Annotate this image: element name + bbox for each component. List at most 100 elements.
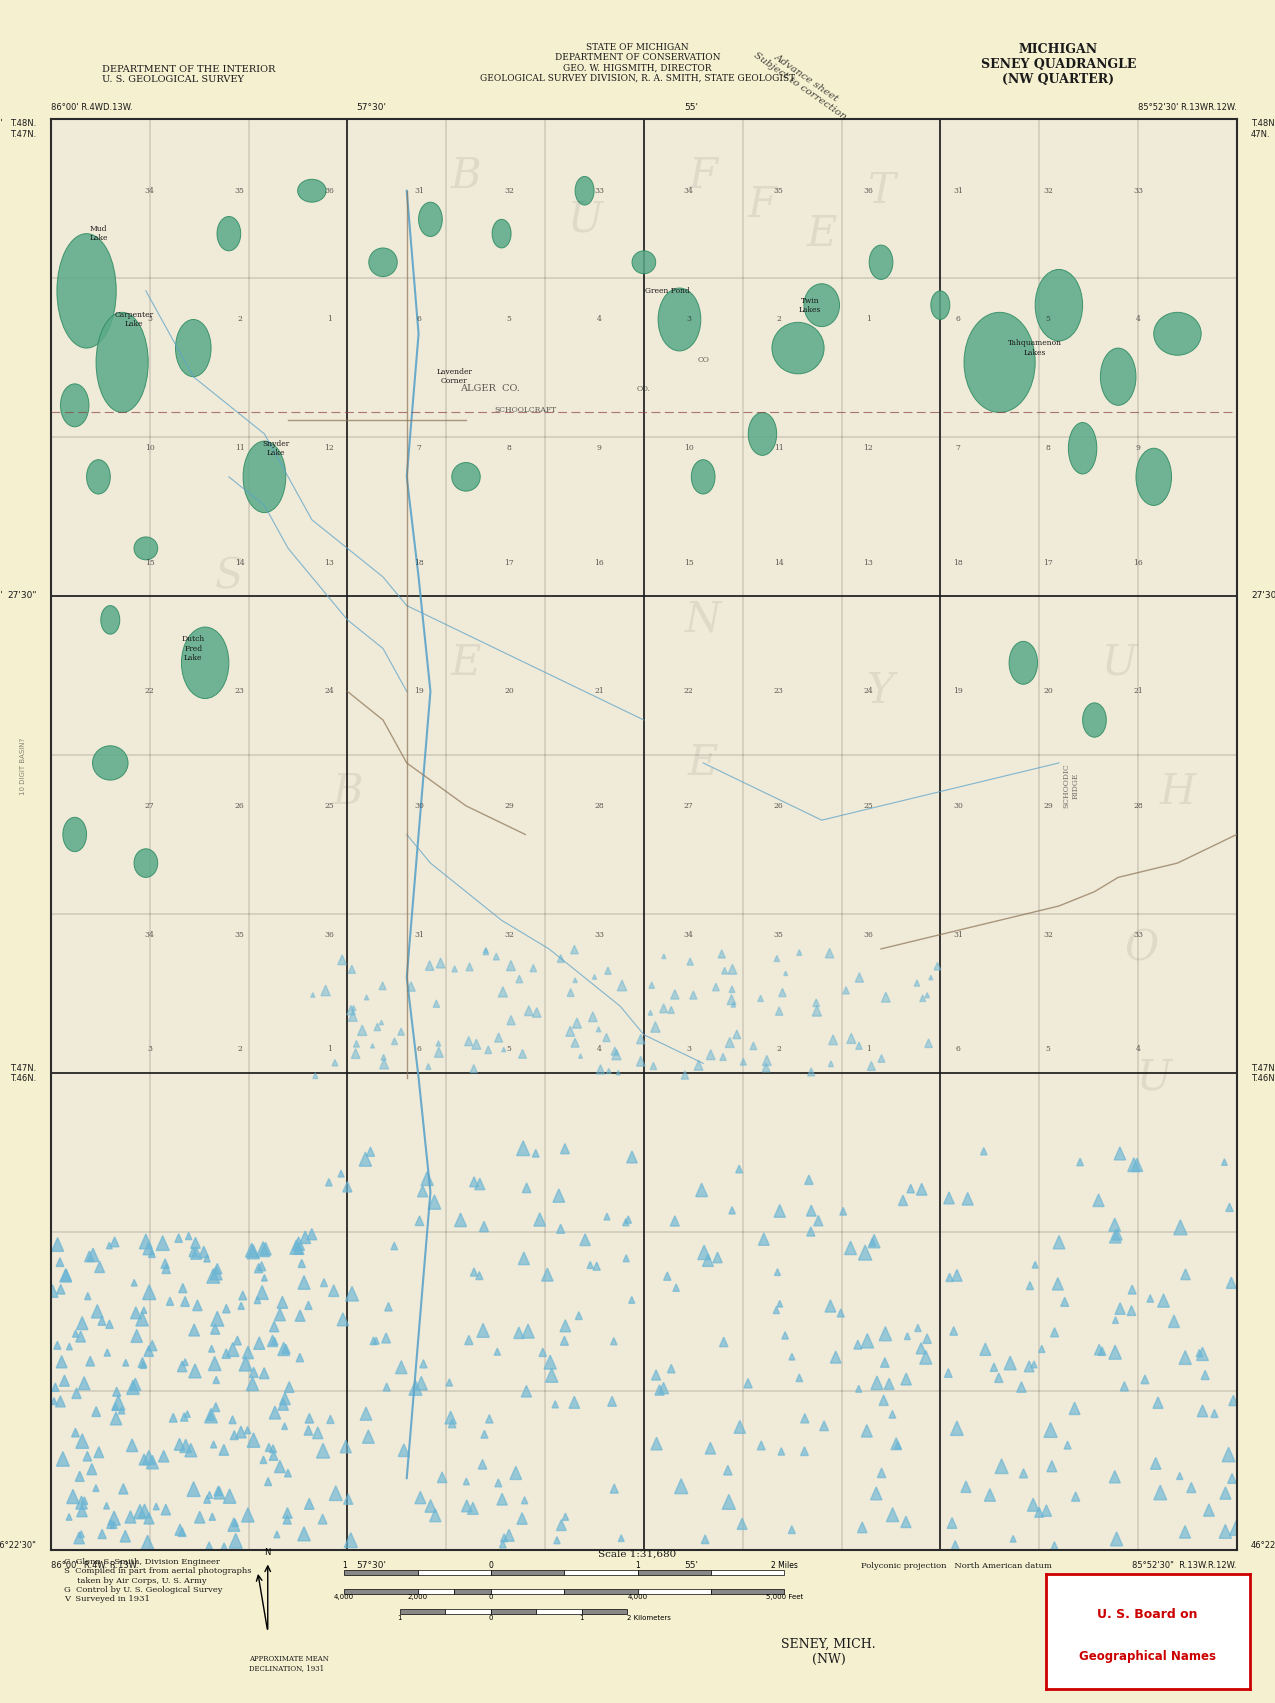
Text: 28: 28 (1133, 802, 1142, 811)
Polygon shape (889, 1410, 896, 1419)
Text: 32: 32 (1043, 930, 1053, 938)
Polygon shape (655, 1385, 664, 1395)
Polygon shape (947, 1517, 956, 1528)
Text: Snyder
Lake: Snyder Lake (263, 439, 289, 456)
Bar (418, 1570, 491, 1575)
Ellipse shape (492, 220, 511, 249)
Polygon shape (567, 989, 574, 996)
Polygon shape (474, 1178, 484, 1190)
Polygon shape (743, 1378, 752, 1388)
Polygon shape (713, 983, 719, 991)
Polygon shape (61, 1269, 71, 1281)
Polygon shape (84, 1293, 91, 1299)
Polygon shape (1111, 1533, 1123, 1546)
Polygon shape (914, 1325, 921, 1332)
Polygon shape (436, 959, 445, 967)
Bar (711, 1570, 784, 1575)
Polygon shape (729, 986, 734, 993)
Polygon shape (542, 1269, 553, 1281)
Polygon shape (381, 1054, 386, 1059)
Polygon shape (919, 1350, 932, 1364)
Polygon shape (321, 986, 330, 996)
Polygon shape (76, 1505, 87, 1517)
Polygon shape (580, 1233, 590, 1245)
Polygon shape (162, 1264, 171, 1274)
Text: 14: 14 (235, 559, 245, 567)
Polygon shape (1227, 1277, 1237, 1289)
Polygon shape (1223, 1448, 1235, 1461)
Polygon shape (1153, 1396, 1163, 1408)
Polygon shape (603, 1034, 609, 1042)
Text: 3: 3 (148, 315, 152, 324)
Polygon shape (75, 1434, 89, 1448)
Polygon shape (725, 1037, 734, 1047)
Polygon shape (604, 967, 611, 974)
Text: 55': 55' (685, 104, 699, 112)
Polygon shape (774, 1269, 780, 1276)
Text: 11: 11 (235, 444, 245, 453)
Polygon shape (87, 1248, 99, 1262)
Polygon shape (662, 954, 666, 959)
Polygon shape (519, 1252, 529, 1265)
Polygon shape (250, 1368, 258, 1378)
Polygon shape (371, 1044, 375, 1047)
Text: H: H (1159, 770, 1196, 812)
Polygon shape (980, 1344, 991, 1356)
Polygon shape (1024, 1361, 1034, 1373)
Text: 7: 7 (417, 444, 422, 453)
Polygon shape (495, 1478, 502, 1487)
Polygon shape (530, 964, 537, 972)
Ellipse shape (57, 233, 116, 347)
Bar (638, 1589, 711, 1594)
Polygon shape (687, 959, 694, 966)
Text: 34: 34 (145, 187, 154, 194)
Polygon shape (483, 949, 488, 955)
Polygon shape (120, 1531, 130, 1541)
Polygon shape (1150, 1458, 1162, 1470)
Polygon shape (825, 1299, 836, 1311)
Polygon shape (557, 955, 564, 962)
Polygon shape (858, 1522, 867, 1533)
Polygon shape (668, 1006, 674, 1013)
Text: 18: 18 (954, 559, 963, 567)
Polygon shape (325, 1178, 333, 1185)
Polygon shape (829, 1035, 838, 1044)
Text: 26: 26 (774, 802, 784, 811)
Ellipse shape (368, 249, 398, 276)
Polygon shape (51, 1398, 57, 1405)
Polygon shape (533, 1150, 539, 1156)
Polygon shape (189, 1247, 198, 1257)
Text: 15: 15 (683, 559, 694, 567)
Polygon shape (899, 1196, 908, 1206)
Text: 19: 19 (414, 688, 425, 695)
Polygon shape (838, 1310, 844, 1316)
Polygon shape (759, 1233, 769, 1245)
Polygon shape (477, 1323, 490, 1337)
Polygon shape (148, 1250, 156, 1257)
Text: DEPARTMENT OF THE INTERIOR
U. S. GEOLOGICAL SURVEY: DEPARTMENT OF THE INTERIOR U. S. GEOLOGI… (102, 65, 275, 83)
Text: U. S. Board on: U. S. Board on (1098, 1608, 1197, 1621)
Text: 35: 35 (235, 930, 245, 938)
Polygon shape (246, 1243, 258, 1257)
Polygon shape (566, 1027, 575, 1037)
Polygon shape (130, 1306, 142, 1318)
Ellipse shape (134, 848, 158, 877)
Polygon shape (762, 1056, 771, 1066)
Text: 29: 29 (1043, 802, 1053, 811)
Polygon shape (737, 1517, 747, 1529)
Polygon shape (112, 1403, 119, 1410)
Polygon shape (506, 960, 515, 971)
Text: 36: 36 (863, 930, 873, 938)
Polygon shape (924, 993, 929, 998)
Polygon shape (398, 1444, 409, 1456)
Text: MICHIGAN
SENEY QUADRANGLE
(NW QUARTER): MICHIGAN SENEY QUADRANGLE (NW QUARTER) (980, 43, 1136, 85)
Polygon shape (904, 1333, 910, 1340)
Polygon shape (757, 995, 764, 1001)
Text: Carpenter
Lake: Carpenter Lake (115, 312, 153, 329)
Text: 2: 2 (237, 315, 242, 324)
Ellipse shape (1154, 312, 1201, 356)
Polygon shape (516, 1512, 527, 1524)
Polygon shape (521, 1325, 534, 1339)
Polygon shape (268, 1335, 278, 1347)
Polygon shape (1051, 1328, 1058, 1337)
